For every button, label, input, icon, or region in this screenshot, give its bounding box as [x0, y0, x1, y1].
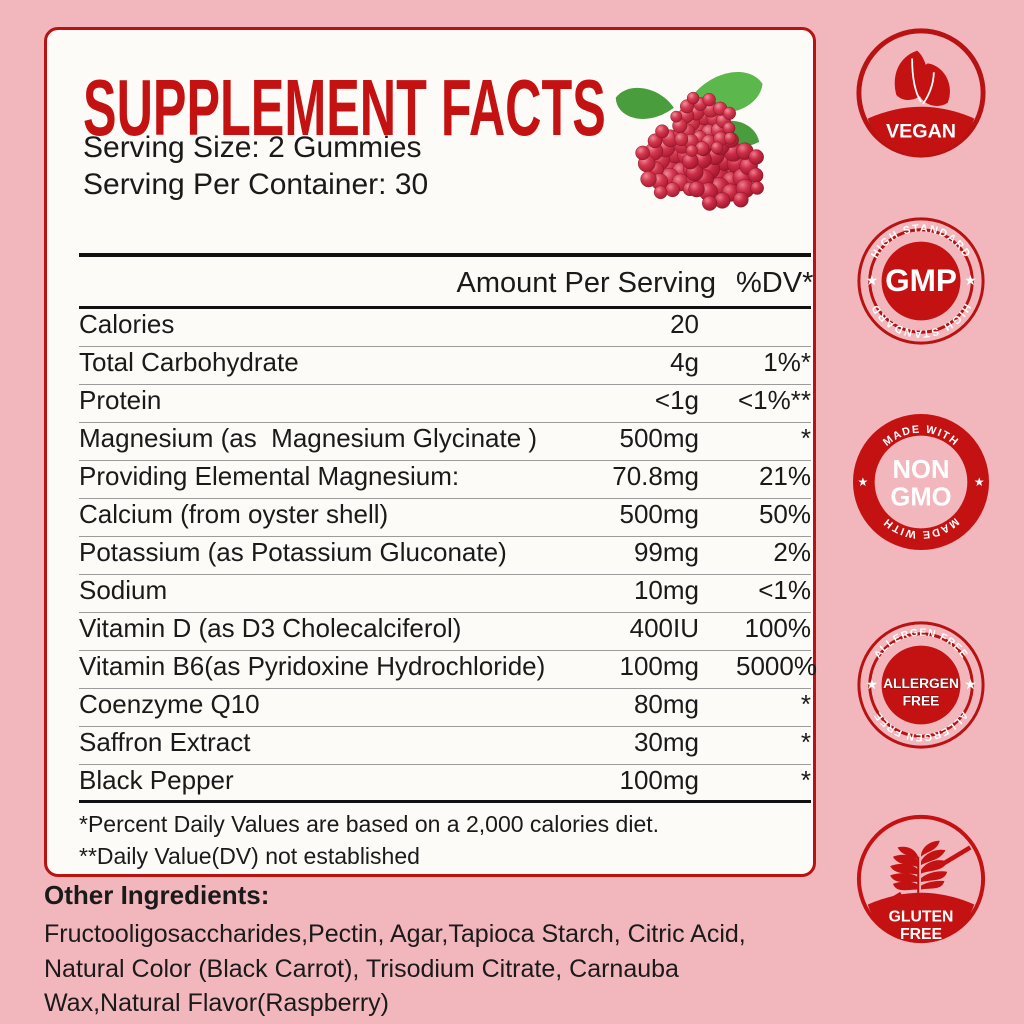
svg-text:GLUTEN: GLUTEN — [889, 908, 954, 925]
svg-text:★: ★ — [866, 677, 878, 692]
svg-text:FREE: FREE — [900, 926, 942, 943]
svg-text:VEGAN: VEGAN — [886, 120, 956, 142]
svg-text:NON: NON — [893, 456, 950, 484]
svg-text:★: ★ — [858, 475, 869, 489]
svg-text:★: ★ — [964, 273, 976, 288]
svg-text:★: ★ — [866, 273, 878, 288]
svg-text:FREE: FREE — [903, 694, 940, 709]
svg-text:GMP: GMP — [885, 262, 957, 298]
svg-text:★: ★ — [974, 475, 985, 489]
svg-text:GMO: GMO — [890, 484, 951, 512]
svg-text:★: ★ — [964, 677, 976, 692]
svg-text:ALLERGEN: ALLERGEN — [883, 676, 959, 691]
